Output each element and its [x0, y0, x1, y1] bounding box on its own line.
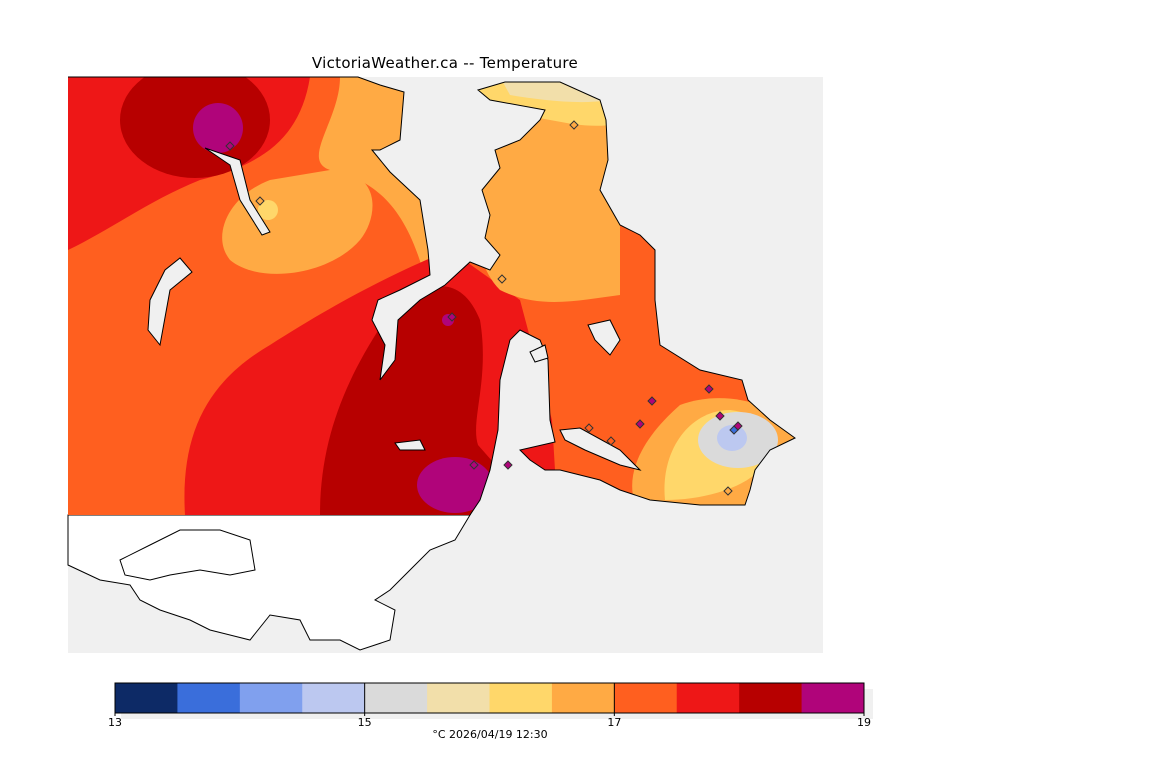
colorbar-tick-label: 17: [607, 716, 622, 729]
colorbar-bin: [239, 683, 303, 713]
colorbar-bin: [302, 683, 366, 713]
station-marker: [635, 419, 645, 429]
colorbar-tick-label: 15: [357, 716, 372, 729]
colorbar-bin: [115, 683, 178, 713]
station-marker: [497, 274, 507, 284]
colorbar-tick-label: 19: [857, 716, 871, 729]
station-marker: [715, 411, 725, 421]
colorbar-bin: [739, 683, 803, 713]
station-marker: [704, 384, 714, 394]
colorbar: [114, 682, 865, 716]
colorbar-units-timestamp: °C 2026/04/19 12:30: [432, 728, 548, 741]
station-marker: [569, 120, 579, 130]
map-title: VictoriaWeather.ca -- Temperature: [311, 54, 579, 72]
station-marker: [733, 421, 743, 431]
station-marker: [469, 460, 479, 470]
station-marker: [723, 486, 733, 496]
station-marker: [255, 196, 265, 206]
temperature-field: [68, 77, 795, 515]
colorbar-bin: [614, 683, 678, 713]
coastline: [68, 76, 796, 516]
colorbar-bin: [489, 683, 553, 713]
colorbar-bin: [427, 683, 490, 713]
land-south-peninsula: [119, 529, 256, 581]
weather-stations: [225, 120, 743, 496]
station-marker: [225, 141, 235, 151]
lakes: [147, 147, 642, 471]
station-marker: [584, 423, 594, 433]
colorbar-tick-label: 13: [108, 716, 122, 729]
station-marker: [606, 436, 616, 446]
colorbar-bin: [676, 683, 740, 713]
colorbar-bin: [551, 683, 615, 713]
station-marker: [447, 312, 457, 322]
station-marker: [503, 460, 513, 470]
station-marker: [647, 396, 657, 406]
colorbar-bin: [177, 683, 241, 713]
colorbar-bin: [801, 683, 865, 713]
colorbar-bin: [364, 683, 428, 713]
